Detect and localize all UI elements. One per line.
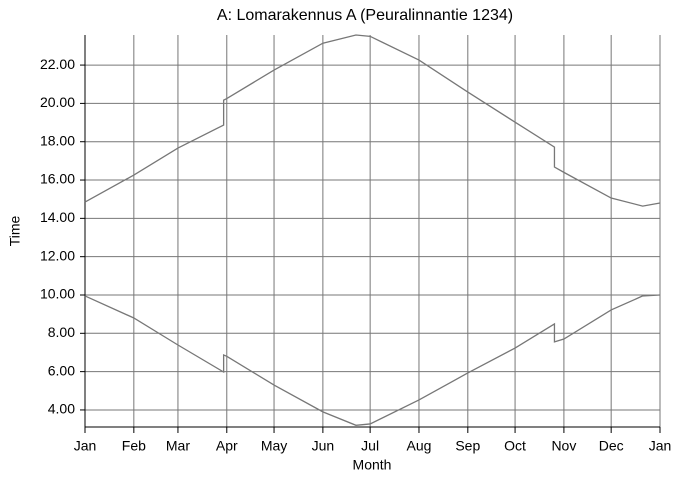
x-tick-label: Jan <box>649 438 672 454</box>
y-tick-label: 20.00 <box>40 94 75 110</box>
y-tick-label: 14.00 <box>40 209 75 225</box>
y-tick-label: 6.00 <box>48 362 75 378</box>
x-tick-label: Mar <box>166 438 190 454</box>
x-tick-label: Feb <box>122 438 146 454</box>
series-line <box>84 34 661 207</box>
x-tick-label: Oct <box>504 438 526 454</box>
chart-title: A: Lomarakennus A (Peuralinnantie 1234) <box>217 7 513 24</box>
x-tick-label: Apr <box>216 438 238 454</box>
x-tick-label: Nov <box>551 438 576 454</box>
y-tick-label: 10.00 <box>40 286 75 302</box>
y-tick-label: 16.00 <box>40 171 75 187</box>
x-tick-label: Sep <box>455 438 480 454</box>
x-tick-label: May <box>261 438 287 454</box>
x-tick-label: Aug <box>407 438 432 454</box>
y-tick-label: 12.00 <box>40 247 75 263</box>
x-tick-label: Jul <box>361 438 379 454</box>
y-axis-label: Time <box>7 215 23 246</box>
y-tick-label: 18.00 <box>40 132 75 148</box>
y-tick-label: 4.00 <box>48 401 75 417</box>
y-tick-label: 8.00 <box>48 324 75 340</box>
x-axis-label: Month <box>353 457 392 473</box>
x-tick-label: Dec <box>599 438 624 454</box>
y-tick-label: 22.00 <box>40 56 75 72</box>
series-line <box>84 294 661 426</box>
x-tick-label: Jun <box>312 438 335 454</box>
x-tick-label: Jan <box>74 438 97 454</box>
